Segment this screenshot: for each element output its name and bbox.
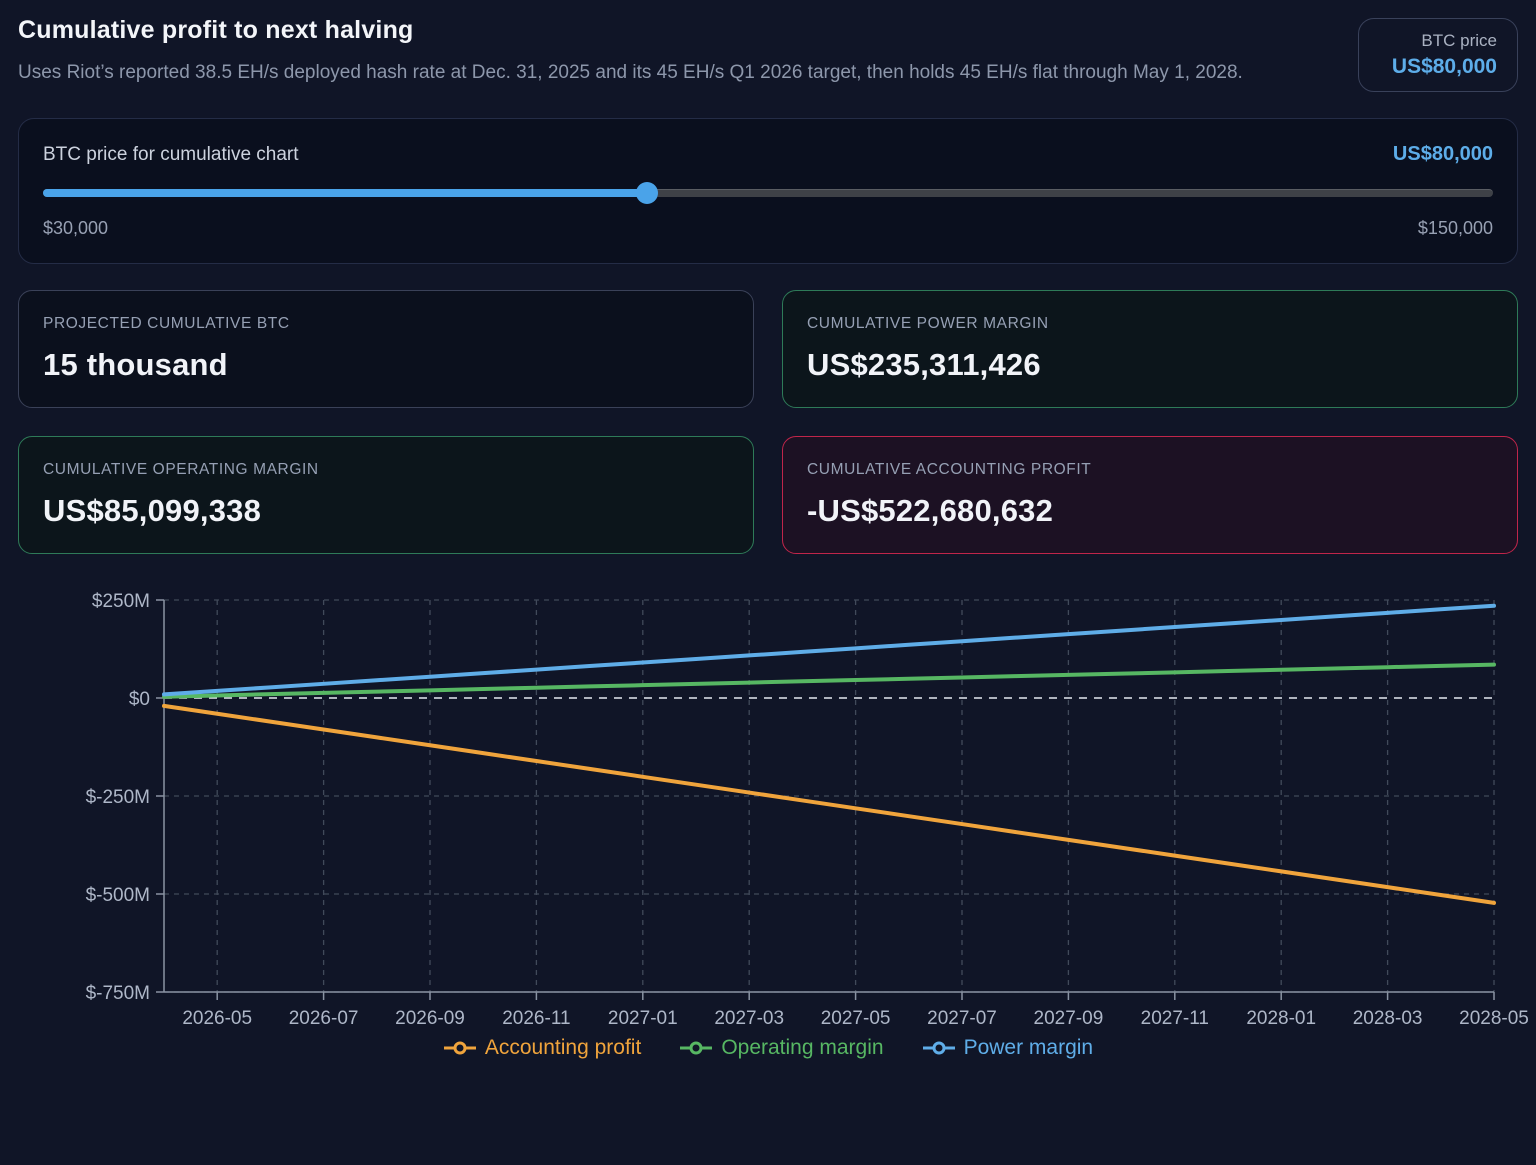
stat-card-value: 15 thousand [43,347,228,382]
svg-text:2028-05: 2028-05 [1459,1008,1529,1029]
svg-text:2028-01: 2028-01 [1246,1008,1316,1029]
svg-text:2027-03: 2027-03 [714,1008,784,1029]
btc-price-badge: BTC price US$80,000 [1358,18,1518,92]
btc-price-slider[interactable] [43,182,1493,204]
line-marker-icon [443,1041,476,1055]
svg-text:2027-09: 2027-09 [1034,1008,1104,1029]
svg-text:2027-05: 2027-05 [821,1008,891,1029]
svg-text:2027-11: 2027-11 [1141,1008,1209,1029]
slider-label: BTC price for cumulative chart [43,143,299,165]
page-subtitle: Uses Riot’s reported 38.5 EH/s deployed … [18,62,1243,83]
stat-card-projected-cumulative-btc: PROJECTED CUMULATIVE BTC 15 thousand [18,290,754,408]
stat-card-cumulative-power-margin: CUMULATIVE POWER MARGIN US$235,311,426 [782,290,1518,408]
svg-text:$-750M: $-750M [86,983,150,1004]
legend-item-power-margin[interactable]: Power margin [922,1036,1094,1060]
legend-item-accounting-profit[interactable]: Accounting profit [443,1036,641,1060]
slider-fill [43,189,648,197]
svg-text:2026-07: 2026-07 [289,1008,359,1029]
stat-card-value: US$235,311,426 [807,347,1041,382]
stat-card-label: CUMULATIVE ACCOUNTING PROFIT [807,461,1092,478]
slider-thumb[interactable] [636,182,659,204]
stat-card-label: CUMULATIVE POWER MARGIN [807,315,1049,332]
stat-card-value: -US$522,680,632 [807,493,1054,528]
slider-max-label: $150,000 [1417,218,1493,238]
legend-label: Operating margin [721,1036,884,1059]
slider-current-value: US$80,000 [1392,143,1493,165]
line-marker-icon [680,1041,713,1055]
svg-text:2026-09: 2026-09 [395,1008,465,1029]
btc-price-badge-label: BTC price [1421,31,1497,50]
stat-cards: PROJECTED CUMULATIVE BTC 15 thousand CUM… [18,290,1518,554]
header: Cumulative profit to next halving Uses R… [18,16,1518,92]
line-marker-icon [922,1041,955,1055]
legend-label: Accounting profit [484,1036,642,1059]
svg-text:2026-05: 2026-05 [182,1008,252,1029]
line-chart-canvas[interactable]: 2026-05 2026-07 2026-09 2026-11 2027-01 2027-… [0,582,1536,1032]
header-text: Cumulative profit to next halving Uses R… [18,16,1243,88]
svg-text:$0: $0 [129,689,150,710]
slider-min-label: $30,000 [43,218,109,238]
svg-text:$-500M: $-500M [86,885,150,906]
svg-text:$250M: $250M [92,591,150,612]
stat-card-label: CUMULATIVE OPERATING MARGIN [43,461,319,478]
slider-track[interactable] [43,189,1493,197]
legend-label: Power margin [963,1036,1094,1059]
svg-text:2027-01: 2027-01 [608,1008,678,1029]
svg-text:2026-11: 2026-11 [502,1008,570,1029]
page-title: Cumulative profit to next halving [18,16,414,44]
stat-card-value: US$85,099,338 [43,493,262,528]
stat-card-cumulative-accounting-profit: CUMULATIVE ACCOUNTING PROFIT -US$522,680… [782,436,1518,554]
stat-card-label: PROJECTED CUMULATIVE BTC [43,315,290,332]
btc-price-badge-value: US$80,000 [1391,55,1497,78]
btc-price-slider-panel: BTC price for cumulative chart US$80,000… [18,118,1518,264]
stat-card-cumulative-operating-margin: CUMULATIVE OPERATING MARGIN US$85,099,33… [18,436,754,554]
svg-text:2028-03: 2028-03 [1353,1008,1423,1029]
chart-legend: Accounting profit Operating margin Power… [0,1036,1536,1060]
svg-text:$-250M: $-250M [86,787,150,808]
cumulative-profit-chart: 2026-05 2026-07 2026-09 2026-11 2027-01 2027-… [0,582,1536,1060]
legend-item-operating-margin[interactable]: Operating margin [679,1036,884,1060]
svg-text:2027-07: 2027-07 [927,1008,997,1029]
